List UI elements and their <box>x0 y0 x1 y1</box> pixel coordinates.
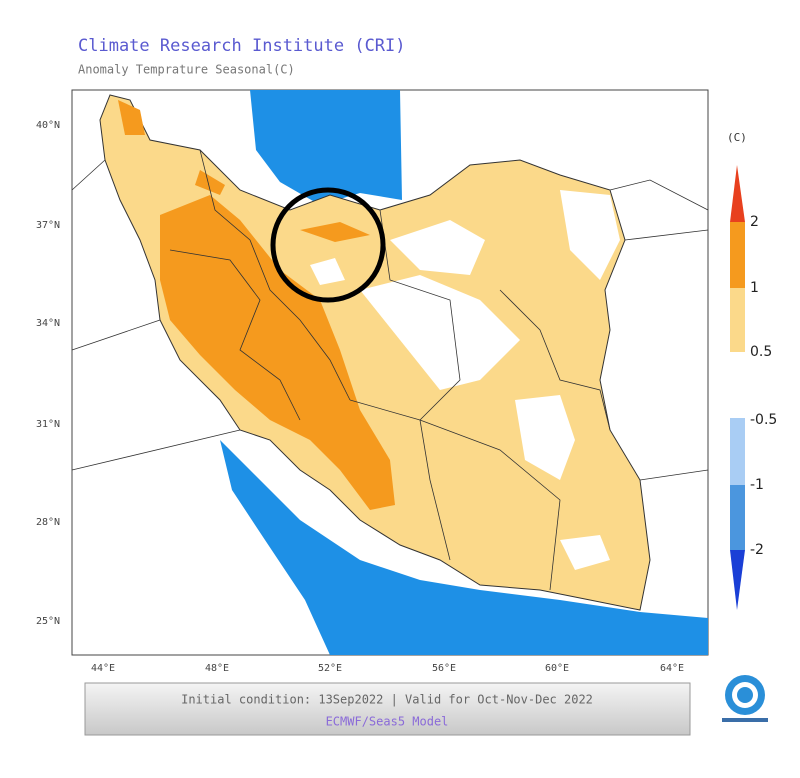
legend-label: 0.5 <box>750 344 772 360</box>
legend-unit: (C) <box>727 131 747 144</box>
lat-label: 25°N <box>36 616 60 627</box>
legend-labels: 2 1 0.5 -0.5 -1 -2 <box>750 214 777 558</box>
persian-gulf <box>220 440 708 655</box>
lon-label: 44°E <box>91 663 115 674</box>
legend-swatch <box>730 222 745 288</box>
neutral-area <box>310 258 345 285</box>
neutral-area <box>560 190 620 280</box>
legend-label: -1 <box>750 477 764 493</box>
warm-area <box>300 222 370 242</box>
legend-swatch <box>730 165 745 222</box>
logo <box>722 675 768 722</box>
legend-swatch <box>730 550 745 610</box>
footer-line: Initial condition: 13Sep2022 | Valid for… <box>181 693 593 707</box>
neutral-area <box>560 535 610 570</box>
warm-area <box>195 170 225 195</box>
map <box>71 89 709 656</box>
lon-label: 56°E <box>432 663 456 674</box>
legend-swatch <box>730 485 745 550</box>
lat-label: 40°N <box>36 120 60 131</box>
caspian-sea <box>250 90 402 205</box>
lon-label: 48°E <box>205 663 229 674</box>
footer-box <box>84 682 691 736</box>
lat-label: 37°N <box>36 220 60 231</box>
neutral-area <box>360 275 520 390</box>
highlight-circle <box>270 187 386 303</box>
lon-labels: 44°E 48°E 52°E 56°E 60°E 64°E <box>91 663 684 674</box>
lat-label: 31°N <box>36 419 60 430</box>
warm-area <box>160 195 395 510</box>
legend-label: 1 <box>750 280 759 296</box>
legend-swatch <box>730 418 745 485</box>
footer-line: ECMWF/Seas5 Model <box>326 715 449 729</box>
legend-label: 2 <box>750 214 759 230</box>
legend-swatch <box>730 288 745 352</box>
lat-label: 34°N <box>36 318 60 329</box>
legend-label: -2 <box>750 542 764 558</box>
borders <box>71 149 709 591</box>
lon-label: 60°E <box>545 663 569 674</box>
title: Climate Research Institute (CRI) <box>78 36 406 56</box>
lon-label: 52°E <box>318 663 342 674</box>
lon-label: 64°E <box>660 663 684 674</box>
legend-label: -0.5 <box>750 412 777 428</box>
lat-label: 28°N <box>36 517 60 528</box>
colorbar: (C) 2 1 0.5 -0.5 -1 -2 <box>727 131 777 610</box>
neutral-area <box>390 220 485 275</box>
subtitle: Anomaly Temprature Seasonal(C) <box>78 63 295 77</box>
warm-area <box>118 100 145 135</box>
lat-labels: 40°N 37°N 34°N 31°N 28°N 25°N <box>36 120 60 627</box>
neutral-area <box>515 395 575 480</box>
